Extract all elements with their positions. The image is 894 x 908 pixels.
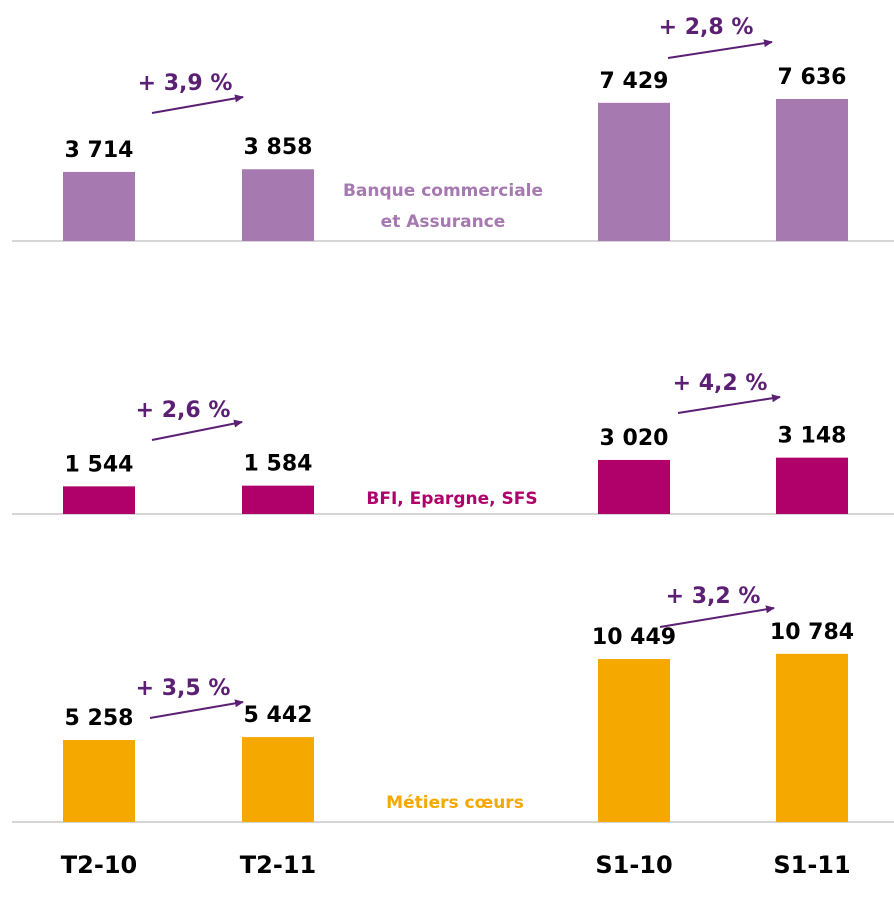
growth-label: + 2,8 % [659,15,754,40]
value-label: 3 858 [244,135,313,160]
growth-label: + 3,9 % [138,71,233,96]
bar [63,739,135,822]
growth-label: + 2,6 % [136,398,231,423]
bar [242,169,314,241]
growth-arrow [677,394,781,414]
bar [776,457,848,514]
series-label: et Assurance [381,212,506,232]
series-label: Banque commerciale [343,181,543,201]
bar [242,737,314,822]
x-tick-label: T2-11 [240,851,316,879]
value-label: 1 544 [65,452,134,477]
bar [598,459,670,514]
value-label: 5 442 [244,703,313,728]
growth-arrow [151,94,244,114]
bar [776,98,848,241]
series-label: BFI, Epargne, SFS [366,489,537,509]
growth-arrow [151,419,243,441]
value-label: 3 714 [65,138,134,163]
value-label: 10 449 [592,625,676,650]
growth-label: + 3,5 % [136,676,231,701]
bar [598,658,670,822]
growth-arrow [149,699,244,719]
growth-label: + 3,2 % [666,584,761,609]
x-tick-label: T2-10 [61,851,137,879]
x-tick-label: S1-11 [773,851,850,879]
value-label: 1 584 [244,452,313,477]
growth-label: + 4,2 % [673,371,768,396]
bar [776,653,848,822]
value-label: 3 020 [600,426,669,451]
value-label: 7 636 [778,65,847,90]
value-label: 5 258 [65,706,134,731]
value-label: 7 429 [600,69,669,94]
series-label: Métiers cœurs [386,793,524,813]
growth-arrow [667,39,773,59]
growth-arrow [659,605,775,628]
bar [63,486,135,514]
bar [63,171,135,241]
value-label: 10 784 [770,620,854,645]
bar [242,485,314,514]
bar [598,102,670,241]
value-label: 3 148 [778,424,847,449]
x-tick-label: S1-10 [595,851,672,879]
